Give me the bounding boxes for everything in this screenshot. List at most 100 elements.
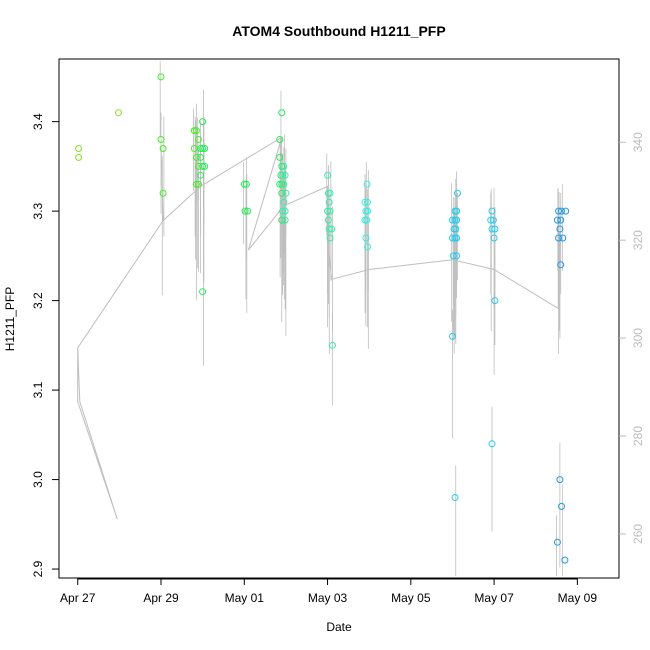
data-point bbox=[449, 252, 457, 260]
data-point bbox=[244, 207, 252, 215]
y2-tick-label: 280 bbox=[631, 426, 645, 446]
data-point bbox=[240, 180, 248, 188]
data-point bbox=[363, 216, 371, 224]
y-tick-label: 2.9 bbox=[31, 560, 45, 577]
y2-tick-label: 340 bbox=[631, 132, 645, 152]
data-point bbox=[199, 288, 207, 296]
data-point bbox=[555, 207, 563, 215]
trace-line bbox=[77, 136, 559, 520]
y2-tick-label: 320 bbox=[631, 230, 645, 250]
y-tick-label: 3.0 bbox=[31, 471, 45, 488]
data-point bbox=[362, 234, 370, 242]
x-tick-label: May 07 bbox=[474, 591, 514, 605]
y-tick-label: 3.2 bbox=[31, 292, 45, 309]
data-point bbox=[555, 234, 563, 242]
data-point bbox=[364, 243, 371, 251]
data-point bbox=[280, 180, 288, 188]
y-axis-label: H1211_PFP bbox=[3, 287, 17, 351]
y2-tick-label: 260 bbox=[631, 524, 645, 544]
data-point bbox=[451, 207, 459, 215]
data-point bbox=[487, 216, 495, 224]
y-tick-label: 3.1 bbox=[31, 381, 45, 398]
data-point bbox=[197, 171, 205, 179]
y-axis: 2.9 3.0 3.1 3.2 3.3 3.4 bbox=[31, 113, 59, 577]
data-point bbox=[556, 476, 564, 484]
data-point bbox=[556, 225, 564, 233]
data-point bbox=[329, 341, 336, 349]
data-point bbox=[488, 225, 496, 233]
data-point bbox=[452, 225, 460, 233]
data-point bbox=[280, 162, 288, 170]
data-point bbox=[324, 216, 332, 224]
trace-layer bbox=[77, 61, 563, 576]
data-point bbox=[278, 109, 286, 117]
data-point bbox=[491, 297, 499, 305]
data-point bbox=[195, 136, 202, 143]
data-point bbox=[201, 145, 209, 152]
data-point bbox=[324, 171, 332, 179]
data-point bbox=[159, 145, 167, 152]
data-point bbox=[553, 538, 561, 546]
data-point bbox=[488, 207, 496, 215]
data-point bbox=[280, 198, 288, 206]
data-point bbox=[451, 494, 459, 501]
data-point bbox=[488, 440, 496, 448]
x-tick-label: May 03 bbox=[308, 591, 348, 605]
data-point bbox=[278, 162, 286, 170]
data-point bbox=[453, 216, 461, 224]
y-tick-label: 3.3 bbox=[31, 202, 45, 219]
data-point bbox=[157, 136, 165, 143]
data-point bbox=[195, 180, 202, 188]
data-point bbox=[192, 153, 200, 161]
data-point bbox=[324, 207, 332, 215]
data-point bbox=[201, 162, 209, 170]
data-point bbox=[279, 171, 287, 179]
data-point bbox=[325, 225, 333, 233]
data-point bbox=[364, 198, 371, 206]
data-point bbox=[326, 189, 334, 197]
x-axis-label: Date bbox=[326, 620, 352, 634]
data-point bbox=[328, 225, 336, 233]
data-point bbox=[453, 252, 461, 260]
data-point bbox=[282, 189, 290, 197]
data-point bbox=[281, 216, 289, 224]
data-point bbox=[276, 153, 284, 161]
data-point bbox=[115, 109, 122, 117]
data-point bbox=[242, 180, 250, 188]
x-tick-label: May 05 bbox=[391, 591, 431, 605]
data-point bbox=[449, 216, 456, 224]
data-point bbox=[157, 73, 165, 81]
data-point bbox=[453, 234, 461, 242]
data-point bbox=[364, 207, 371, 215]
data-point bbox=[449, 332, 456, 340]
data-point bbox=[278, 180, 286, 188]
data-point bbox=[278, 189, 286, 197]
data-point bbox=[192, 127, 200, 135]
data-point bbox=[454, 189, 461, 197]
x-axis: Apr 27 Apr 29 May 01 May 03 May 05 May 07 May … bbox=[60, 578, 597, 605]
data-point bbox=[281, 171, 289, 179]
data-point bbox=[279, 207, 287, 215]
data-point bbox=[561, 556, 569, 564]
data-point bbox=[199, 118, 207, 126]
x-tick-label: Apr 29 bbox=[143, 591, 179, 605]
data-point bbox=[199, 145, 207, 152]
plot-box bbox=[58, 58, 620, 579]
y2-tick-label: 300 bbox=[631, 328, 645, 348]
data-point bbox=[490, 234, 498, 242]
data-point bbox=[276, 136, 284, 143]
data-point bbox=[562, 207, 570, 215]
data-point bbox=[558, 502, 565, 510]
data-point bbox=[557, 261, 565, 269]
x-tick-label: May 01 bbox=[225, 591, 265, 605]
data-point bbox=[449, 234, 456, 242]
data-point bbox=[75, 153, 83, 161]
data-point bbox=[197, 153, 205, 161]
data-point bbox=[557, 216, 565, 224]
data-point bbox=[192, 180, 200, 188]
data-point bbox=[559, 234, 567, 242]
data-point bbox=[325, 198, 333, 206]
data-point bbox=[281, 207, 289, 215]
data-point bbox=[326, 234, 334, 242]
